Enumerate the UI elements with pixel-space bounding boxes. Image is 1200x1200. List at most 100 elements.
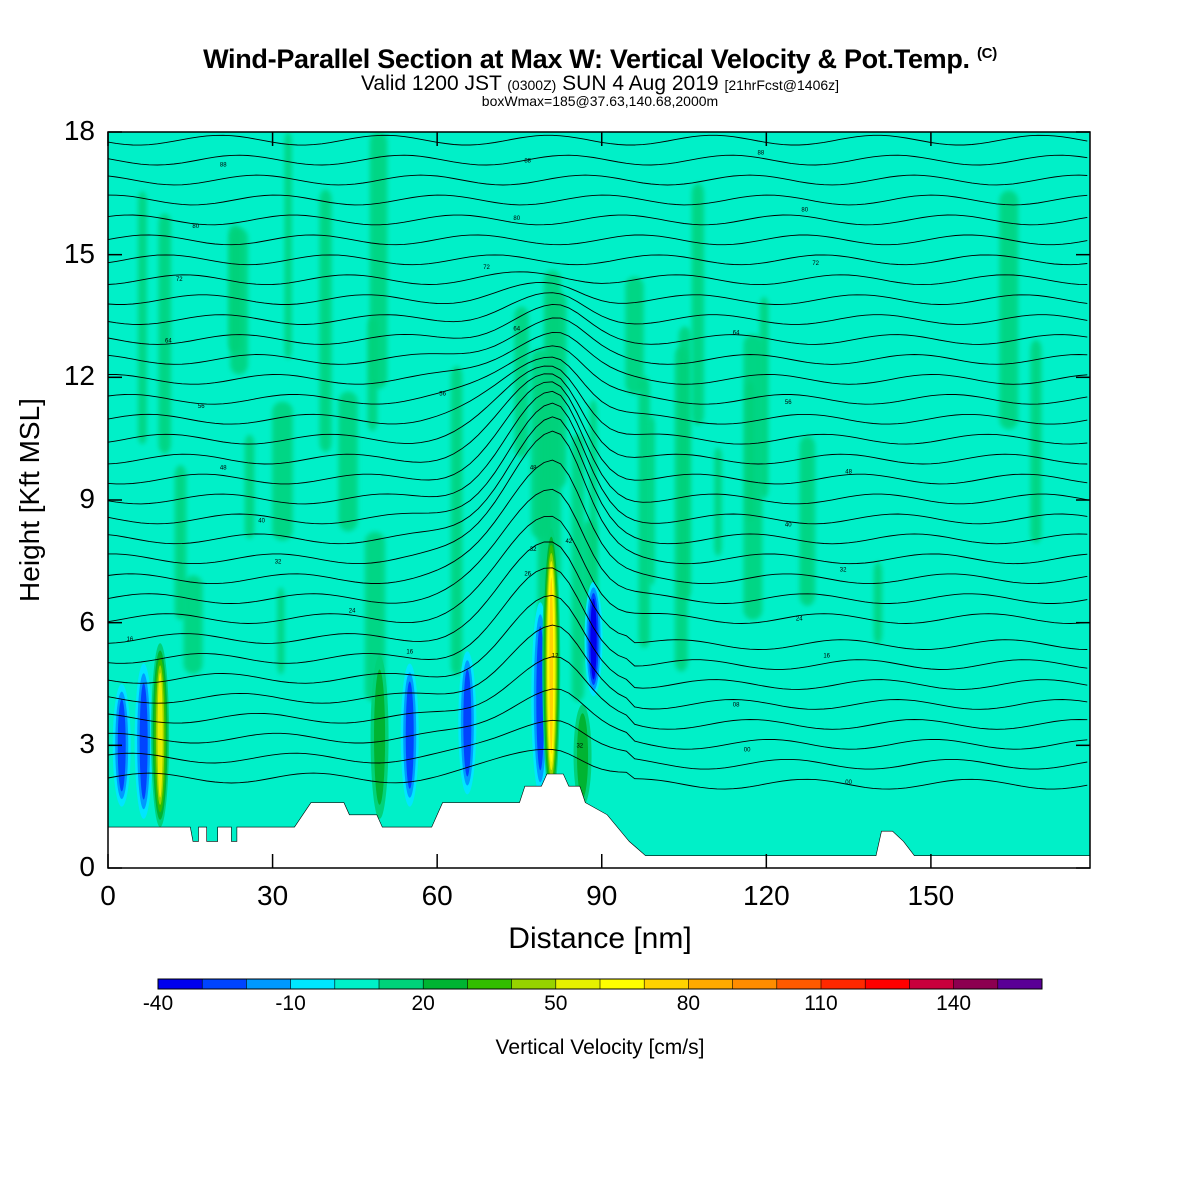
theta-contour-label: 40 <box>785 523 792 529</box>
colorbar-tick-label: 110 <box>804 992 838 1015</box>
velocity-weak-updraft <box>625 276 644 395</box>
theta-contour-label: 64 <box>165 339 172 345</box>
theta-contour-label: 32 <box>576 743 583 749</box>
x-tick-label: 30 <box>257 880 289 911</box>
velocity-weak-updraft <box>230 227 249 375</box>
theta-contour <box>108 303 1088 345</box>
theta-contour <box>108 541 1088 650</box>
theta-contour <box>108 748 1088 790</box>
forecast-info: [21hrFcst@1406z] <box>724 77 840 93</box>
colorbar-segment <box>776 979 822 989</box>
y-tick-label: 6 <box>79 605 95 637</box>
theta-contour-label: 00 <box>744 747 751 753</box>
colorbar <box>157 978 1043 990</box>
y-axis-label: Height [Kft MSL] <box>14 398 45 602</box>
theta-contour <box>108 254 1088 266</box>
theta-contour-label: 32 <box>275 559 282 565</box>
velocity-weak-updraft <box>277 587 285 675</box>
theta-contour <box>108 488 1088 604</box>
theta-contour <box>108 234 1088 246</box>
velocity-weak-updraft <box>999 190 1019 430</box>
velocity-weak-updraft <box>338 391 358 532</box>
colorbar-segment <box>555 979 601 989</box>
colorbar-segment <box>202 979 247 989</box>
theta-contour-label: 72 <box>483 265 490 271</box>
colorbar-segment <box>997 979 1043 989</box>
velocity-weak-updraft <box>543 270 561 581</box>
theta-contour <box>108 416 1088 545</box>
theta-contour-label: 80 <box>801 208 808 214</box>
colorbar-segment <box>290 979 336 989</box>
updraft-core <box>374 669 386 805</box>
downdraft-core <box>590 598 597 680</box>
theta-contour-label: 48 <box>530 465 537 471</box>
theta-contour-label: 16 <box>406 649 413 655</box>
velocity-weak-updraft <box>714 447 722 556</box>
theta-contour-label: 64 <box>733 330 740 336</box>
velocity-weak-updraft <box>158 213 171 454</box>
plot-frame <box>107 131 1091 869</box>
theta-contour <box>108 719 1088 770</box>
colorbar-segment <box>909 979 955 989</box>
theta-contour-label: 26 <box>524 572 531 578</box>
colorbar-tick-label: -10 <box>275 992 306 1015</box>
theta-contour-label: 32 <box>840 568 847 574</box>
y-tick-label: 3 <box>79 728 95 760</box>
colorbar-tick-label: 140 <box>936 992 972 1015</box>
colorbar-segment <box>511 979 557 989</box>
colorbar-segment <box>423 979 468 989</box>
theta-contour-label: 42 <box>565 539 572 545</box>
downdraft-core <box>463 669 472 777</box>
theta-contour <box>108 373 1088 465</box>
colorbar-segment <box>821 979 866 989</box>
x-axis-label: Distance [nm] <box>508 922 692 955</box>
theta-contour <box>108 154 1088 166</box>
chart-subtitle: Valid 1200 JST (0300Z) SUN 4 Aug 2019 [2… <box>0 72 1200 96</box>
downdraft-core <box>139 682 148 800</box>
theta-contour <box>108 317 1088 365</box>
theta-contour <box>108 365 1088 445</box>
colorbar-tick-label: 80 <box>676 992 701 1015</box>
theta-contour-label: 24 <box>796 617 803 623</box>
colorbar-segment <box>158 979 203 989</box>
chart-title: Wind-Parallel Section at Max W: Vertical… <box>0 44 1200 75</box>
theta-contour-label: 64 <box>513 326 520 332</box>
velocity-weak-updraft <box>319 189 332 453</box>
theta-contour-label: 72 <box>812 261 819 267</box>
theta-contour-layer <box>108 134 1088 790</box>
terrain-mask <box>108 773 1090 868</box>
theta-contour-label: 56 <box>198 404 205 410</box>
theta-contour <box>108 282 1088 305</box>
theta-contour-label: 16 <box>823 653 830 659</box>
theta-contour <box>108 214 1088 226</box>
colorbar-tick-label: 20 <box>411 992 435 1015</box>
colorbar-segment <box>334 979 380 989</box>
x-tick-label: 0 <box>100 880 116 911</box>
theta-contour-label: 48 <box>845 469 852 475</box>
theta-contour <box>108 656 1088 730</box>
theta-contour <box>108 292 1088 325</box>
theta-contour <box>108 430 1088 565</box>
colorbar-label: Vertical Velocity [cm/s] <box>495 1036 705 1059</box>
updraft-core <box>549 577 554 754</box>
velocity-weak-updraft <box>450 366 463 676</box>
theta-contour-label: 08 <box>733 702 740 708</box>
theta-contour-label: 56 <box>439 392 446 398</box>
velocity-weak-updraft <box>183 575 203 674</box>
theta-contour-label: 80 <box>513 216 520 222</box>
theta-contour-label: 56 <box>785 400 792 406</box>
theta-contour <box>108 331 1088 385</box>
theta-contour <box>108 356 1088 425</box>
chart-title-text: Wind-Parallel Section at Max W: Vertical… <box>203 44 970 74</box>
updraft-core <box>157 672 163 798</box>
valid-time-prefix: Valid 1200 JST <box>360 72 502 95</box>
colorbar-segment <box>688 979 734 989</box>
colorbar-segment <box>246 979 292 989</box>
theta-label-layer: 88 88 88 80 80 80 72 72 72 64 64 64 56 56 56 48 48 48 40 40… <box>127 150 853 786</box>
velocity-weak-updraft <box>272 401 293 541</box>
theta-contour <box>108 134 1088 146</box>
y-tick-label: 12 <box>63 360 95 392</box>
theta-contour-label: 88 <box>220 163 227 169</box>
theta-contour-label: 88 <box>757 150 764 156</box>
